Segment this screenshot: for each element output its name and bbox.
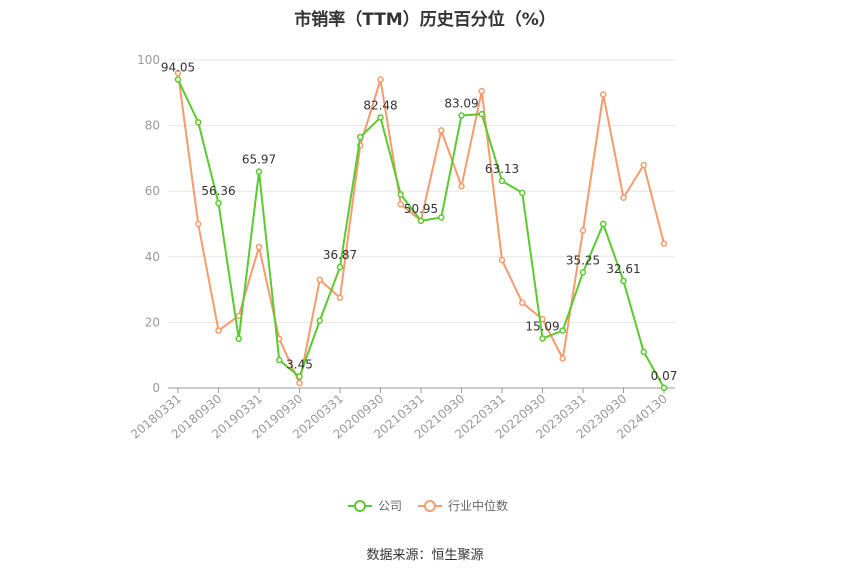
y-tick-label: 80 xyxy=(145,119,160,133)
series-layer xyxy=(174,69,668,392)
y-axis-ticks: 0 20 40 60 80 100 xyxy=(137,53,160,395)
data-point xyxy=(559,355,566,362)
legend-label-industry: 行业中位数 xyxy=(448,498,508,513)
data-label: 56.36 xyxy=(201,184,235,198)
data-label: 65.97 xyxy=(242,153,276,167)
data-point xyxy=(600,220,607,228)
data-point xyxy=(559,327,566,334)
data-label: 83.09 xyxy=(444,96,478,110)
data-point xyxy=(397,191,404,198)
data-point xyxy=(255,243,263,251)
data-point xyxy=(498,177,506,185)
series-line-industry xyxy=(177,72,665,385)
data-label: 50.95 xyxy=(404,202,438,216)
data-point xyxy=(316,276,323,284)
chart-title: 市销率（TTM）历史百分位（%） xyxy=(294,10,556,30)
data-point xyxy=(660,384,668,392)
data-point xyxy=(195,119,202,126)
legend: 公司 行业中位数 xyxy=(348,498,508,513)
data-point xyxy=(174,69,182,77)
data-point xyxy=(498,256,506,264)
data-point xyxy=(438,127,445,134)
data-point xyxy=(620,277,627,285)
y-tick-label: 100 xyxy=(137,53,160,67)
data-point xyxy=(296,379,303,387)
legend-marker xyxy=(424,500,436,512)
data-labels: 94.05 56.36 65.97 3.45 36.87 82.48 50.95 83.09 6… xyxy=(161,61,678,383)
data-point xyxy=(316,317,323,325)
data-point xyxy=(640,161,647,169)
data-point xyxy=(620,194,627,202)
data-point xyxy=(579,269,587,276)
legend-marker xyxy=(354,500,366,512)
data-point xyxy=(458,112,465,119)
data-point xyxy=(276,356,283,364)
data-label: 32.61 xyxy=(606,262,640,276)
data-point xyxy=(215,327,222,334)
data-point xyxy=(235,335,242,343)
data-point xyxy=(377,114,384,121)
data-point xyxy=(377,76,384,83)
data-point xyxy=(174,76,182,83)
x-axis-ticks: 2018033120180930201903312019093020200331… xyxy=(128,388,670,442)
y-tick-label: 60 xyxy=(145,184,160,198)
legend-label-company: 公司 xyxy=(378,499,402,513)
data-point xyxy=(519,189,526,197)
y-tick-label: 40 xyxy=(145,250,160,264)
y-tick-label: 0 xyxy=(152,381,160,395)
source-note: 数据来源：恒生聚源 xyxy=(366,548,484,563)
grid-lines xyxy=(168,59,675,323)
data-label: 82.48 xyxy=(363,98,397,112)
data-point xyxy=(397,201,404,208)
data-point xyxy=(478,87,485,95)
data-label: 0.07 xyxy=(651,369,678,383)
data-point xyxy=(438,214,445,221)
data-point xyxy=(215,199,222,207)
data-point xyxy=(600,91,607,98)
data-label: 3.45 xyxy=(286,358,313,372)
data-point xyxy=(519,299,526,306)
y-tick-label: 20 xyxy=(145,315,160,329)
data-label: 15.09 xyxy=(525,320,559,334)
data-point xyxy=(660,240,668,247)
data-point xyxy=(195,220,202,228)
data-point xyxy=(640,348,647,356)
data-point xyxy=(357,133,364,141)
data-point xyxy=(478,110,485,118)
data-point xyxy=(539,335,546,342)
data-point xyxy=(458,183,465,190)
data-point xyxy=(336,294,344,302)
data-point xyxy=(579,227,587,234)
data-label: 63.13 xyxy=(485,162,519,176)
data-point xyxy=(417,217,425,225)
data-label: 35.25 xyxy=(566,253,600,267)
data-label: 94.05 xyxy=(161,61,195,75)
data-point xyxy=(296,373,303,380)
data-label: 36.87 xyxy=(323,248,357,262)
data-point xyxy=(255,168,263,175)
data-point xyxy=(336,263,344,271)
